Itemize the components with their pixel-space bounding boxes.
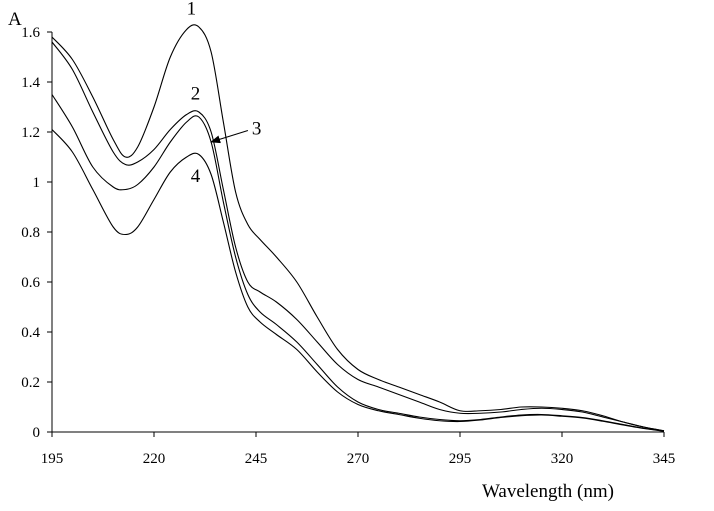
plot-frame xyxy=(51,32,664,433)
y-tick-label: 0.2 xyxy=(21,375,40,391)
series-line-1 xyxy=(51,24,665,432)
x-tick-label: 320 xyxy=(551,451,574,467)
y-tick-label: 1.6 xyxy=(21,25,40,41)
series-label-arrow xyxy=(210,130,249,144)
y-tick-label: 1 xyxy=(33,175,41,191)
series-curves xyxy=(51,24,665,432)
x-tick-label: 220 xyxy=(143,451,166,467)
x-tick-label: 345 xyxy=(653,451,676,467)
series-line-3 xyxy=(51,94,665,432)
y-tick-label: 0 xyxy=(33,425,41,441)
series-line-4 xyxy=(51,129,665,432)
y-axis-title: A xyxy=(8,9,22,30)
y-tick-label: 1.4 xyxy=(21,75,40,91)
y-tick-label: 0.8 xyxy=(21,225,40,241)
x-axis-title: Wavelength (nm) xyxy=(482,481,614,502)
y-tick-label: 0.6 xyxy=(21,275,40,291)
x-tick-label: 245 xyxy=(245,451,268,467)
series-label-4: 4 xyxy=(191,166,201,187)
series-label-3: 3 xyxy=(252,119,261,140)
x-tick-label: 295 xyxy=(449,451,472,467)
series-annotations: 1 2 3 4 xyxy=(187,0,262,187)
x-tick-label: 195 xyxy=(41,451,64,467)
series-line-2 xyxy=(51,41,665,432)
series-label-1: 1 xyxy=(187,0,197,20)
x-tick-label: 270 xyxy=(347,451,370,467)
y-tick-label: 0.4 xyxy=(21,325,40,341)
y-tick-label: 1.2 xyxy=(21,125,40,141)
series-label-2: 2 xyxy=(191,84,201,105)
